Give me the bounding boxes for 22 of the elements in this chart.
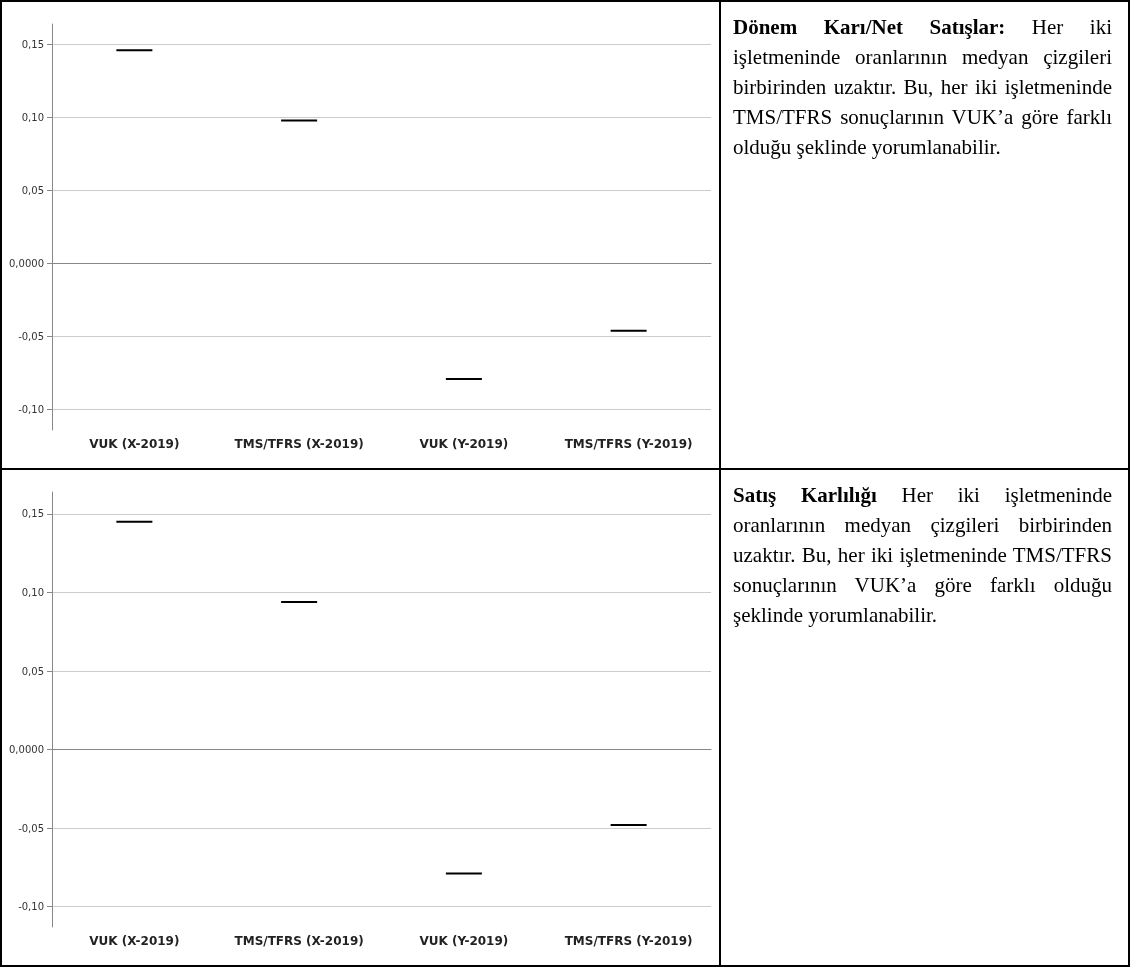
x-tick-label: VUK (Y-2019) [419,437,509,451]
text: Dönem Karı/Net Satışlar: [733,15,1006,39]
y-tick-label: 0,15 [21,508,44,520]
y-tick-label: -0,05 [18,822,44,834]
y-tick-label: 0,10 [21,587,44,599]
x-tick-label: VUK (X-2019) [89,934,180,948]
y-tick-label: 0,05 [21,665,44,677]
y-tick-label: 0,10 [21,111,44,123]
y-tick-label: 0,15 [21,38,44,50]
x-tick-label: TMS/TFRS (X-2019) [234,934,364,948]
x-tick-label: TMS/TFRS (Y-2019) [564,934,693,948]
x-tick-label: TMS/TFRS (X-2019) [234,437,364,451]
y-tick-label: -0,05 [18,331,44,343]
x-tick-label: VUK (X-2019) [89,437,180,451]
y-tick-label: 0,0000 [9,258,44,270]
x-tick-label: TMS/TFRS (Y-2019) [564,437,693,451]
y-tick-label: -0,10 [18,404,44,416]
y-tick-label: 0,0000 [9,744,44,756]
y-tick-label: -0,10 [18,901,44,913]
text: Satış Karlılığı [733,483,877,507]
x-tick-label: VUK (Y-2019) [419,934,509,948]
y-tick-label: 0,05 [21,184,44,196]
